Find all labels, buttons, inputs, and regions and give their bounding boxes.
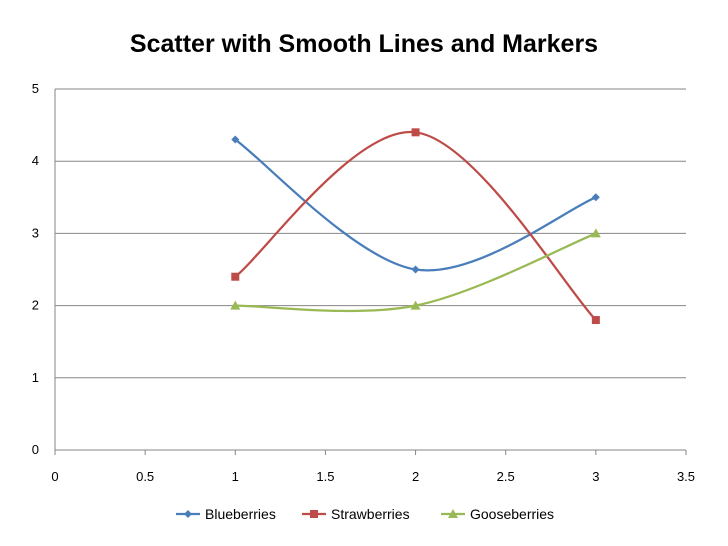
blueberries-point <box>592 193 600 201</box>
strawberries-point <box>592 316 600 324</box>
strawberries-point <box>412 128 420 136</box>
strawberries-legend-label: Strawberries <box>331 506 410 522</box>
y-tick-label: 3 <box>32 225 39 240</box>
blueberries-point <box>412 266 420 274</box>
gooseberries-legend-label: Gooseberries <box>470 506 554 522</box>
x-tick-label: 3 <box>592 469 599 484</box>
x-tick-label: 2.5 <box>497 469 515 484</box>
y-tick-label: 4 <box>32 153 39 168</box>
y-tick-label: 2 <box>32 298 39 313</box>
strawberries-point <box>231 273 239 281</box>
x-tick-label: 0 <box>51 469 58 484</box>
y-tick-label: 5 <box>32 81 39 96</box>
x-tick-label: 3.5 <box>677 469 695 484</box>
x-tick-label: 1.5 <box>316 469 334 484</box>
blueberries-legend-label: Blueberries <box>205 506 276 522</box>
y-tick-label: 0 <box>32 442 39 457</box>
x-tick-label: 1 <box>232 469 239 484</box>
y-tick-label: 1 <box>32 370 39 385</box>
x-tick-label: 0.5 <box>136 469 154 484</box>
strawberries-line <box>235 132 596 320</box>
strawberries-legend-marker <box>310 510 318 518</box>
x-tick-label: 2 <box>412 469 419 484</box>
blueberries-legend-marker <box>184 510 192 518</box>
